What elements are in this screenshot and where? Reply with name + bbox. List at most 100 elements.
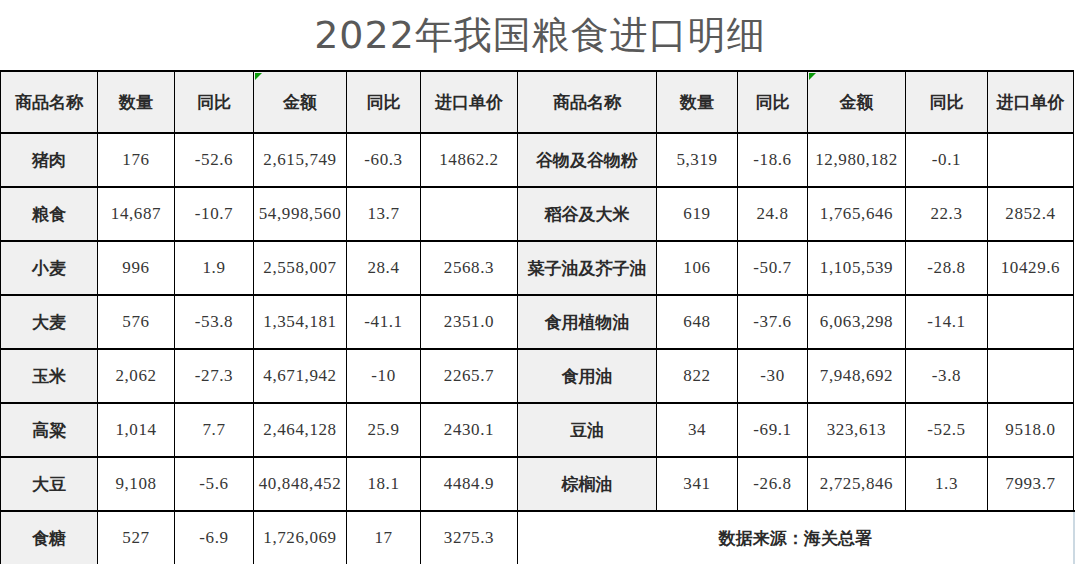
header-cell-name-left: 商品名称 [1, 71, 98, 133]
table-row: 玉米 2,062 -27.3 4,671,942 -10 2265.7 食用油 … [1, 349, 1074, 403]
name-cell: 豆油 [518, 403, 657, 457]
amount-cell: 2,558,007 [254, 241, 347, 295]
data-source-note: 数据来源：海关总署 [518, 511, 1074, 564]
amount-cell: 6,063,298 [808, 295, 906, 349]
header-cell-yoy1-right: 同比 [738, 71, 808, 133]
qty-cell: 9,108 [98, 457, 175, 511]
qty-cell: 5,319 [657, 133, 738, 187]
qty-cell: 2,062 [98, 349, 175, 403]
header-cell-price-left: 进口单价 [421, 71, 518, 133]
yoy-cell: -14.1 [906, 295, 988, 349]
name-cell: 食糖 [1, 511, 98, 564]
table-row: 食糖 527 -6.9 1,726,069 17 3275.3 数据来源：海关总… [1, 511, 1074, 564]
price-cell: 3275.3 [421, 511, 518, 564]
name-cell: 谷物及谷物粉 [518, 133, 657, 187]
yoy-cell: -10 [347, 349, 421, 403]
name-cell: 食用油 [518, 349, 657, 403]
price-cell: 2351.0 [421, 295, 518, 349]
yoy-cell: -27.3 [175, 349, 254, 403]
name-cell: 玉米 [1, 349, 98, 403]
header-row: 商品名称 数量 同比 金额 同比 进口单价 商品名称 数量 同比 金额 同比 进… [1, 71, 1074, 133]
page-title: 2022年我国粮食进口明细 [314, 16, 766, 54]
yoy-cell: -5.6 [175, 457, 254, 511]
qty-cell: 619 [657, 187, 738, 241]
name-cell: 高粱 [1, 403, 98, 457]
qty-cell: 1,014 [98, 403, 175, 457]
price-cell: 2265.7 [421, 349, 518, 403]
yoy-cell: 24.8 [738, 187, 808, 241]
import-detail-table: 商品名称 数量 同比 金额 同比 进口单价 商品名称 数量 同比 金额 同比 进… [0, 70, 1075, 564]
price-cell: 7993.7 [988, 457, 1074, 511]
qty-cell: 996 [98, 241, 175, 295]
amount-cell: 4,671,942 [254, 349, 347, 403]
name-cell: 粮食 [1, 187, 98, 241]
price-cell: 2568.3 [421, 241, 518, 295]
table-row: 猪肉 176 -52.6 2,615,749 -60.3 14862.2 谷物及… [1, 133, 1074, 187]
header-cell-qty-left: 数量 [98, 71, 175, 133]
qty-cell: 527 [98, 511, 175, 564]
yoy-cell: -28.8 [906, 241, 988, 295]
price-cell: 14862.2 [421, 133, 518, 187]
yoy-cell: 22.3 [906, 187, 988, 241]
amount-cell: 7,948,692 [808, 349, 906, 403]
amount-cell: 54,998,560 [254, 187, 347, 241]
name-cell: 菜子油及芥子油 [518, 241, 657, 295]
yoy-cell: -52.5 [906, 403, 988, 457]
qty-cell: 822 [657, 349, 738, 403]
qty-cell: 341 [657, 457, 738, 511]
name-cell: 稻谷及大米 [518, 187, 657, 241]
amount-cell: 2,464,128 [254, 403, 347, 457]
qty-cell: 176 [98, 133, 175, 187]
yoy-cell: -53.8 [175, 295, 254, 349]
excel-flag-icon [809, 73, 816, 80]
amount-cell: 323,613 [808, 403, 906, 457]
yoy-cell: -3.8 [906, 349, 988, 403]
yoy-cell: 13.7 [347, 187, 421, 241]
header-cell-amount-left: 金额 [254, 71, 347, 133]
yoy-cell: 1.9 [175, 241, 254, 295]
header-cell-name-right: 商品名称 [518, 71, 657, 133]
yoy-cell: -41.1 [347, 295, 421, 349]
yoy-cell: 25.9 [347, 403, 421, 457]
name-cell: 小麦 [1, 241, 98, 295]
name-cell: 大麦 [1, 295, 98, 349]
excel-flag-icon [255, 73, 262, 80]
price-cell [988, 349, 1074, 403]
price-cell: 9518.0 [988, 403, 1074, 457]
price-cell: 2852.4 [988, 187, 1074, 241]
amount-cell: 2,615,749 [254, 133, 347, 187]
yoy-cell: -30 [738, 349, 808, 403]
header-cell-amount-right-label: 金额 [840, 93, 874, 112]
yoy-cell: -69.1 [738, 403, 808, 457]
amount-cell: 40,848,452 [254, 457, 347, 511]
table-row: 大麦 576 -53.8 1,354,181 -41.1 2351.0 食用植物… [1, 295, 1074, 349]
yoy-cell: 18.1 [347, 457, 421, 511]
qty-cell: 648 [657, 295, 738, 349]
yoy-cell: 7.7 [175, 403, 254, 457]
table-row: 大豆 9,108 -5.6 40,848,452 18.1 4484.9 棕榈油… [1, 457, 1074, 511]
yoy-cell: 1.3 [906, 457, 988, 511]
price-cell [988, 133, 1074, 187]
name-cell: 猪肉 [1, 133, 98, 187]
header-cell-amount-left-label: 金额 [283, 93, 317, 112]
table-row: 高粱 1,014 7.7 2,464,128 25.9 2430.1 豆油 34… [1, 403, 1074, 457]
yoy-cell: -6.9 [175, 511, 254, 564]
qty-cell: 106 [657, 241, 738, 295]
table-row: 小麦 996 1.9 2,558,007 28.4 2568.3 菜子油及芥子油… [1, 241, 1074, 295]
yoy-cell: -10.7 [175, 187, 254, 241]
header-cell-price-right: 进口单价 [988, 71, 1074, 133]
price-cell [988, 295, 1074, 349]
price-cell [421, 187, 518, 241]
amount-cell: 2,725,846 [808, 457, 906, 511]
header-cell-qty-right: 数量 [657, 71, 738, 133]
yoy-cell: -18.6 [738, 133, 808, 187]
yoy-cell: -26.8 [738, 457, 808, 511]
price-cell: 4484.9 [421, 457, 518, 511]
yoy-cell: -50.7 [738, 241, 808, 295]
name-cell: 棕榈油 [518, 457, 657, 511]
yoy-cell: -37.6 [738, 295, 808, 349]
yoy-cell: -0.1 [906, 133, 988, 187]
yoy-cell: -60.3 [347, 133, 421, 187]
yoy-cell: 28.4 [347, 241, 421, 295]
amount-cell: 1,726,069 [254, 511, 347, 564]
